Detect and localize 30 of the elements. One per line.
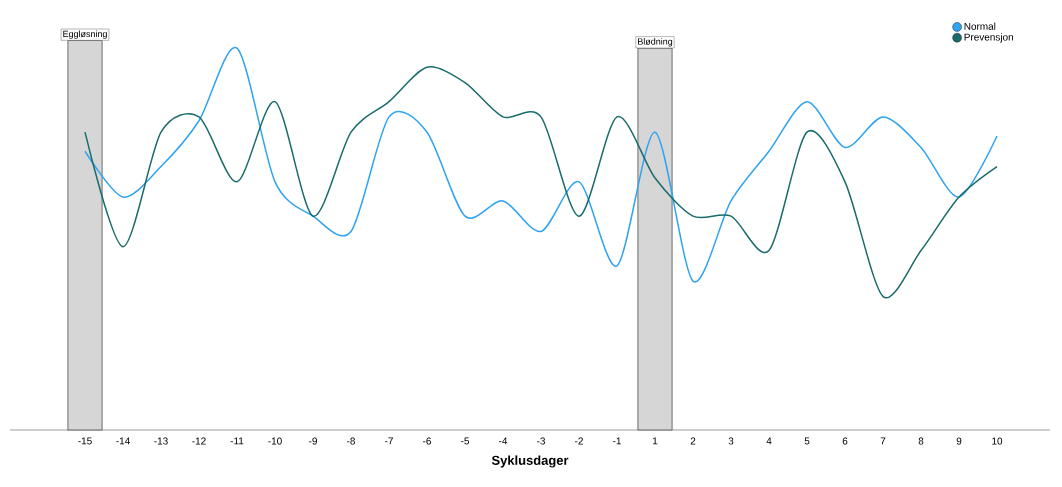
x-tick-label: 6 (842, 437, 848, 445)
x-tick-label: 10 (992, 437, 1003, 445)
x-tick-label: -15 (78, 437, 92, 445)
x-tick-label: -8 (347, 437, 355, 445)
x-tick-label: -14 (116, 437, 130, 445)
x-tick-label: 7 (880, 437, 886, 445)
x-tick-label: -4 (499, 437, 508, 445)
x-tick-label: 8 (918, 437, 924, 445)
x-tick-label: -9 (309, 437, 317, 445)
x-tick-label: -5 (461, 437, 470, 445)
x-tick-label: 9 (956, 437, 962, 445)
x-tick-label: -2 (575, 437, 583, 445)
legend-label: Prevensjon (964, 33, 1013, 43)
x-tick-label: -13 (154, 437, 168, 445)
x-axis-title: Syklusdager (491, 455, 569, 468)
x-tick-label: -10 (268, 437, 282, 445)
x-tick-label: 3 (728, 437, 734, 445)
x-tick-label: 4 (766, 437, 772, 445)
x-tick-label: 5 (804, 437, 810, 445)
x-tick-label: -11 (230, 437, 244, 445)
x-tick-label: -3 (537, 437, 545, 445)
band-label: Blødning (638, 38, 673, 47)
x-tick-label: -1 (613, 437, 621, 445)
x-tick-label: 2 (690, 437, 696, 445)
legend-label: Normal (964, 22, 996, 30)
x-tick-label: -6 (423, 437, 431, 445)
x-tick-label: -7 (385, 437, 393, 445)
band-label: Eggløsning (63, 30, 107, 39)
x-tick-label: 1 (653, 437, 658, 445)
x-tick-label: -12 (192, 437, 206, 445)
